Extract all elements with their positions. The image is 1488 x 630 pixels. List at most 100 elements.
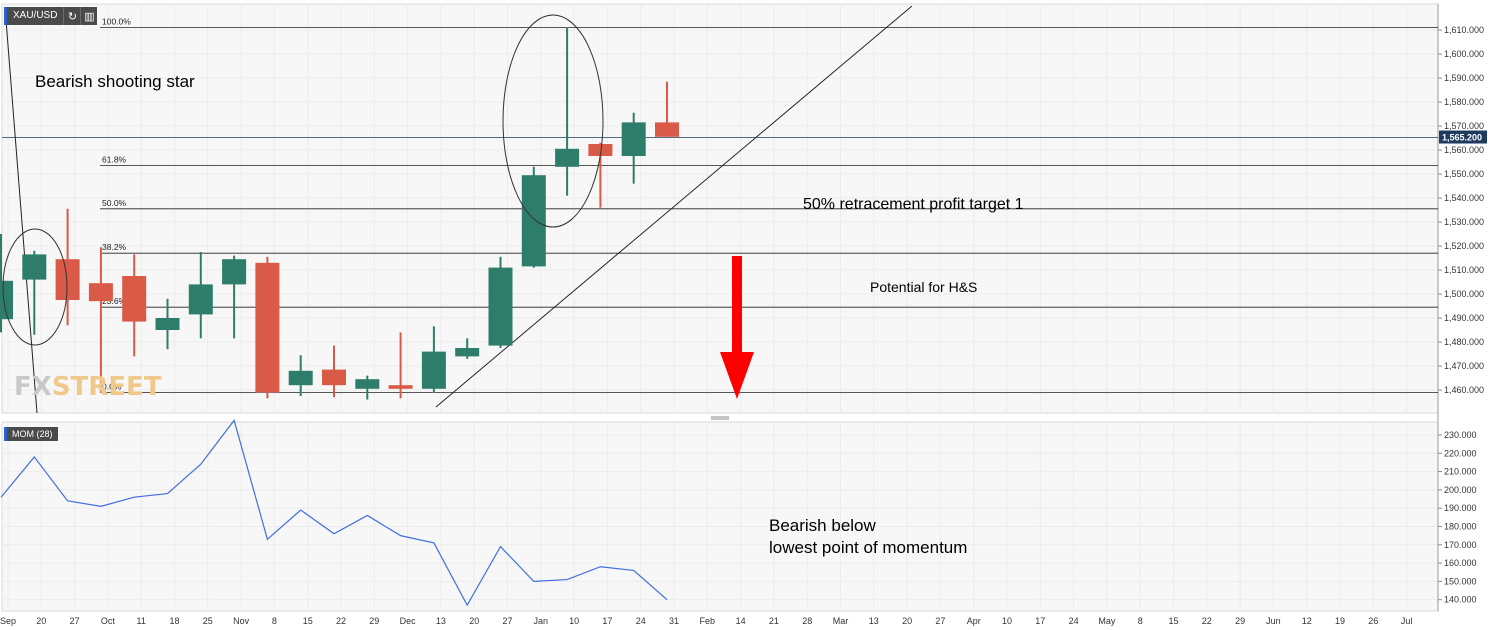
symbol-label[interactable]: XAU/USD <box>4 7 63 25</box>
x-tick-label: 20 <box>36 616 46 626</box>
annotation-retracement-target: 50% retracement profit target 1 <box>803 196 1024 213</box>
momentum-tick-label: 230.000 <box>1444 430 1477 440</box>
x-tick-label: 18 <box>169 616 179 626</box>
x-tick-label: Jun <box>1266 616 1281 626</box>
price-tick-label: 1,600.000 <box>1444 49 1484 59</box>
down-arrow-shaft <box>732 256 742 356</box>
bear-candle <box>255 262 280 393</box>
momentum-tick-label: 210.000 <box>1444 467 1477 477</box>
x-tick-label: Mar <box>833 616 849 626</box>
bar-chart-icon[interactable]: ▥ <box>80 7 97 25</box>
x-tick-label: 15 <box>303 616 313 626</box>
price-tick-label: 1,520.000 <box>1444 241 1484 251</box>
bull-candle <box>421 351 446 389</box>
bull-candle <box>355 379 380 389</box>
fib-label: 100.0% <box>102 17 131 27</box>
x-tick-label: 13 <box>869 616 879 626</box>
x-tick-label: Oct <box>101 616 116 626</box>
price-tick-label: 1,570.000 <box>1444 121 1484 131</box>
bull-candle <box>521 175 546 267</box>
price-tick-label: 1,490.000 <box>1444 313 1484 323</box>
bull-candle <box>188 284 213 315</box>
price-tick-label: 1,610.000 <box>1444 25 1484 35</box>
x-tick-label: 8 <box>1138 616 1143 626</box>
fib-label: 61.8% <box>102 155 127 165</box>
price-tick-label: 1,560.000 <box>1444 145 1484 155</box>
price-tick-label: 1,580.000 <box>1444 97 1484 107</box>
momentum-tick-label: 160.000 <box>1444 558 1477 568</box>
x-tick-label: 27 <box>935 616 945 626</box>
x-tick-label: 21 <box>769 616 779 626</box>
last-price-tag <box>1439 130 1487 144</box>
fib-label: 38.2% <box>102 242 127 252</box>
price-tick-label: 1,470.000 <box>1444 361 1484 371</box>
bull-candle <box>488 267 513 346</box>
x-tick-label: Apr <box>967 616 981 626</box>
x-tick-label: 14 <box>736 616 746 626</box>
x-tick-label: 28 <box>802 616 812 626</box>
bear-candle <box>588 144 613 156</box>
bear-candle <box>322 369 346 386</box>
ascending-trend-line <box>435 5 913 408</box>
fxstreet-watermark: FXSTREET <box>14 372 162 402</box>
fib-label: 23.6% <box>102 296 127 306</box>
x-tick-label: 25 <box>203 616 213 626</box>
momentum-tick-label: 180.000 <box>1444 521 1477 531</box>
x-tick-label: 24 <box>636 616 646 626</box>
price-tick-label: 1,500.000 <box>1444 289 1484 299</box>
x-tick-label: 26 <box>1368 616 1378 626</box>
x-tick-label: Dec <box>400 616 417 626</box>
momentum-line <box>0 419 668 607</box>
price-tick-label: 1,510.000 <box>1444 265 1484 275</box>
bear-candle <box>388 385 413 389</box>
x-tick-label: 12 <box>1302 616 1312 626</box>
x-tick-label: 22 <box>1202 616 1212 626</box>
x-tick-label: 27 <box>70 616 80 626</box>
x-tick-label: 15 <box>1168 616 1178 626</box>
x-tick-label: Feb <box>700 616 716 626</box>
price-tick-label: 1,590.000 <box>1444 73 1484 83</box>
pattern-circle-left <box>2 228 68 346</box>
bull-candle <box>155 318 180 330</box>
x-tick-label: Nov <box>233 616 250 626</box>
bull-candle <box>222 259 247 285</box>
momentum-panel <box>1 421 1439 612</box>
fib-label: 50.0% <box>102 198 127 208</box>
momentum-tick-label: 170.000 <box>1444 540 1477 550</box>
symbol-toolbar: XAU/USD ↻ ▥ <box>4 7 98 25</box>
bear-candle <box>55 259 80 300</box>
momentum-tick-label: 220.000 <box>1444 448 1477 458</box>
x-tick-label: 17 <box>1035 616 1045 626</box>
x-tick-label: Jul <box>1401 616 1413 626</box>
momentum-tick-label: 150.000 <box>1444 576 1477 586</box>
steep-trend-line <box>5 19 38 414</box>
x-tick-label: 20 <box>902 616 912 626</box>
x-tick-label: 29 <box>1235 616 1245 626</box>
x-tick-label: 20 <box>469 616 479 626</box>
x-tick-label: 10 <box>569 616 579 626</box>
bull-candle <box>621 122 646 156</box>
price-tick-label: 1,530.000 <box>1444 217 1484 227</box>
x-tick-label: 29 <box>369 616 379 626</box>
x-tick-label: 8 <box>272 616 277 626</box>
last-price-label: 1,565.200 <box>1442 133 1482 143</box>
price-tick-label: 1,460.000 <box>1444 385 1484 395</box>
x-tick-label: 31 <box>669 616 679 626</box>
x-tick-label: 22 <box>336 616 346 626</box>
annotation-momentum-line2: lowest point of momentum <box>769 538 968 557</box>
refresh-icon[interactable]: ↻ <box>63 7 80 25</box>
x-tick-label: 19 <box>1335 616 1345 626</box>
annotation-shooting-star: Bearish shooting star <box>35 72 195 91</box>
x-tick-label: Sep <box>0 616 16 626</box>
bull-candle <box>22 254 47 280</box>
x-tick-label: 10 <box>1002 616 1012 626</box>
price-tick-label: 1,480.000 <box>1444 337 1484 347</box>
bear-candle <box>655 122 679 137</box>
fib-label: 0.0% <box>102 381 122 391</box>
x-tick-label: 27 <box>502 616 512 626</box>
momentum-tick-label: 140.000 <box>1444 595 1477 605</box>
bull-candle <box>288 370 313 386</box>
bull-candle <box>455 348 480 357</box>
momentum-indicator-label[interactable]: MOM (28) <box>4 427 58 441</box>
